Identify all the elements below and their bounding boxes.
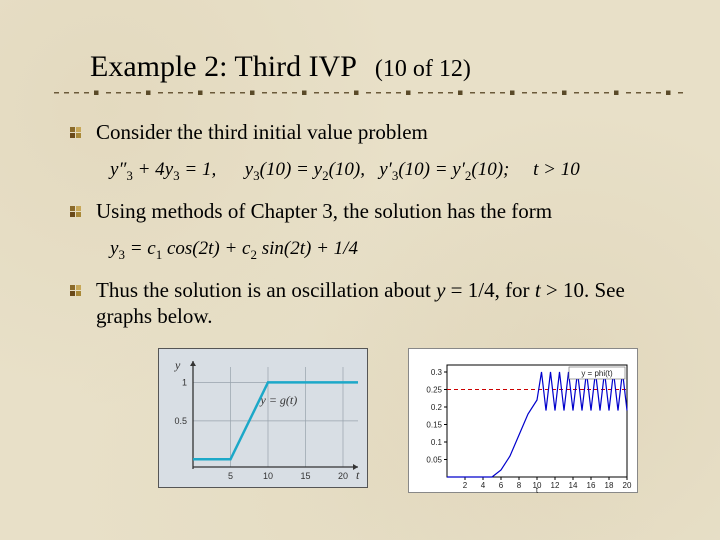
bullet-icon xyxy=(70,127,82,139)
formula-solution: y3 = c1 cos(2t) + c2 sin(2t) + 1/4 xyxy=(110,238,672,263)
slide-content: Example 2: Third IVP (10 of 12) Consider… xyxy=(0,0,720,513)
bullet-list: Thus the solution is an oscillation abou… xyxy=(48,277,672,330)
svg-text:0.05: 0.05 xyxy=(426,455,442,464)
svg-text:12: 12 xyxy=(551,481,560,490)
svg-text:14: 14 xyxy=(569,481,578,490)
svg-text:2: 2 xyxy=(463,481,468,490)
bullet-icon xyxy=(70,206,82,218)
svg-text:6: 6 xyxy=(499,481,504,490)
svg-text:0.1: 0.1 xyxy=(431,438,443,447)
graph-left: 5 10 15 20 0.5 1y t y = g(t) xyxy=(158,348,368,488)
graphs-row: 5 10 15 20 0.5 1y t y = g(t) 2 4 6 8 10 12 14 16 18 20 0.… xyxy=(158,348,672,493)
bullet-icon xyxy=(70,285,82,297)
bullet-item: Thus the solution is an oscillation abou… xyxy=(76,277,672,330)
svg-text:20: 20 xyxy=(623,481,632,490)
svg-text:0.25: 0.25 xyxy=(426,385,442,394)
title-sub: (10 of 12) xyxy=(375,56,471,83)
bullet-list: Using methods of Chapter 3, the solution… xyxy=(48,198,672,224)
bullet-text: Using methods of Chapter 3, the solution… xyxy=(96,199,552,223)
svg-text:8: 8 xyxy=(517,481,522,490)
svg-text:0.15: 0.15 xyxy=(426,420,442,429)
svg-text:20: 20 xyxy=(338,471,348,481)
svg-text:t: t xyxy=(356,468,360,482)
graph-right: 24681012141618200.050.10.150.20.250.3y =… xyxy=(408,348,638,493)
svg-text:10: 10 xyxy=(263,471,273,481)
svg-text:5: 5 xyxy=(228,471,233,481)
title-main: Example 2: Third IVP xyxy=(90,50,357,84)
svg-text:0.2: 0.2 xyxy=(431,403,443,412)
bullet-item: Using methods of Chapter 3, the solution… xyxy=(76,198,672,224)
bullet-list: Consider the third initial value problem xyxy=(48,119,672,145)
svg-text:y: y xyxy=(174,358,181,372)
svg-text:y = phi(t): y = phi(t) xyxy=(581,369,613,378)
formula-ivp: y″3 + 4y3 = 1, y3(10) = y2(10), y′3(10) … xyxy=(110,159,672,184)
svg-text:16: 16 xyxy=(587,481,596,490)
svg-text:0.5: 0.5 xyxy=(174,415,187,425)
bullet-text: Consider the third initial value problem xyxy=(96,120,428,144)
bullet-item: Consider the third initial value problem xyxy=(76,119,672,145)
svg-text:4: 4 xyxy=(481,481,486,490)
svg-text:y = g(t): y = g(t) xyxy=(260,393,298,407)
bullet-text: Thus the solution is an oscillation abou… xyxy=(96,278,625,328)
title-row: Example 2: Third IVP (10 of 12) xyxy=(90,50,672,84)
title-underline xyxy=(48,90,688,96)
svg-text:0.3: 0.3 xyxy=(431,368,443,377)
svg-text:1: 1 xyxy=(182,377,187,387)
svg-text:18: 18 xyxy=(605,481,614,490)
svg-text:15: 15 xyxy=(300,471,310,481)
